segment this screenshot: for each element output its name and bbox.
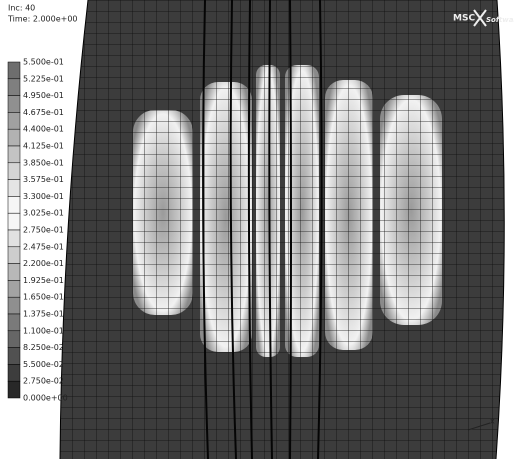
legend: 5.500e-01 5.225e-01 4.950e-01 4.675e-01 4.40… xyxy=(8,58,68,403)
inc-label: Inc: 40 xyxy=(8,4,35,13)
legend-label: 4.675e-01 xyxy=(23,108,64,117)
legend-swatch xyxy=(8,280,20,297)
logo-suffix: Software xyxy=(486,16,514,24)
legend-label: 3.300e-01 xyxy=(23,192,64,201)
legend-swatch xyxy=(8,96,20,113)
legend-swatch xyxy=(8,213,20,230)
page: {"header": {"inc": "Inc: 40", "time": "T… xyxy=(0,0,514,459)
legend-swatch xyxy=(8,79,20,96)
legend-label: 2.750e-02 xyxy=(23,377,64,386)
legend-swatch xyxy=(8,180,20,197)
legend-swatch xyxy=(8,247,20,264)
legend-label: 4.125e-01 xyxy=(23,142,64,151)
legend-label: 5.225e-01 xyxy=(23,74,64,83)
viewport: Inc: 40 Time: 2.000e+00 MSC Software x 5… xyxy=(0,0,514,459)
legend-swatch xyxy=(8,264,20,281)
legend-label: 3.025e-01 xyxy=(23,209,64,218)
legend-swatch xyxy=(8,381,20,398)
legend-swatch xyxy=(8,196,20,213)
legend-swatch xyxy=(8,129,20,146)
legend-label: 1.100e-01 xyxy=(23,326,64,335)
legend-label: 2.475e-01 xyxy=(23,242,64,251)
logo-brand: MSC xyxy=(453,14,475,24)
legend-swatch xyxy=(8,230,20,247)
legend-label: 4.950e-01 xyxy=(23,91,64,100)
time-label: Time: 2.000e+00 xyxy=(7,15,78,24)
legend-label: 1.375e-01 xyxy=(23,310,64,319)
legend-label: 4.400e-01 xyxy=(23,125,64,134)
legend-label: 1.925e-01 xyxy=(23,276,64,285)
legend-swatch xyxy=(8,163,20,180)
legend-label: 2.200e-01 xyxy=(23,259,64,268)
legend-swatch xyxy=(8,331,20,348)
legend-label: 1.650e-01 xyxy=(23,293,64,302)
legend-label: 0.000e+00 xyxy=(23,394,68,403)
legend-swatch xyxy=(8,314,20,331)
legend-swatch xyxy=(8,348,20,365)
legend-label: 3.575e-01 xyxy=(23,175,64,184)
legend-swatch xyxy=(8,297,20,314)
legend-swatch xyxy=(8,62,20,79)
legend-swatch xyxy=(8,112,20,129)
legend-label: 5.500e-02 xyxy=(23,360,64,369)
legend-label: 2.750e-01 xyxy=(23,226,64,235)
legend-label: 3.850e-01 xyxy=(23,158,64,167)
triad-x-label: x xyxy=(490,417,495,426)
legend-swatch xyxy=(8,146,20,163)
legend-swatch xyxy=(8,364,20,381)
legend-label: 8.250e-02 xyxy=(23,343,64,352)
legend-label: 5.500e-01 xyxy=(23,58,64,67)
